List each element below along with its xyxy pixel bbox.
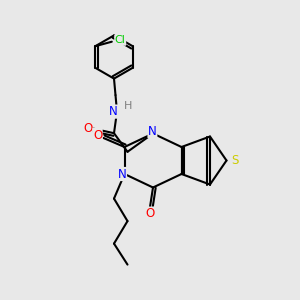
Text: Cl: Cl: [115, 35, 126, 45]
Text: O: O: [146, 207, 154, 220]
Text: O: O: [93, 128, 102, 142]
Text: N: N: [118, 167, 127, 181]
Text: S: S: [231, 154, 239, 167]
Text: H: H: [124, 101, 133, 111]
Text: O: O: [83, 122, 92, 135]
Text: N: N: [148, 124, 157, 138]
Text: N: N: [109, 105, 118, 118]
